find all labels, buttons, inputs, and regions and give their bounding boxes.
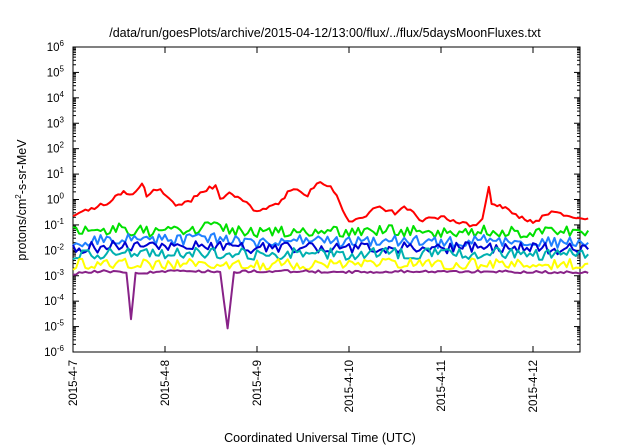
y-tick-label: 104 — [47, 90, 65, 105]
y-tick-label: 10-4 — [44, 293, 64, 308]
y-tick-label: 103 — [47, 115, 65, 130]
x-tick-label: 2015-4-10 — [344, 360, 356, 412]
x-tick-label: 2015-4-12 — [528, 360, 540, 412]
y-tick-label: 105 — [47, 64, 65, 79]
y-tick-label: 100 — [47, 192, 65, 207]
x-axis: 2015-4-7 2015-4-8 2015-4-9 2015-4-10 2015-4-… — [68, 47, 540, 412]
x-tick-label: 2015-4-8 — [160, 360, 172, 406]
y-tick-label: 106 — [47, 39, 65, 54]
series-layer — [72, 181, 590, 330]
y-tick-label: 10-3 — [44, 268, 64, 283]
plot-area: 10-6 10-5 10-4 10-3 10-2 10-1 100 101 102 103 104 1… — [44, 39, 590, 412]
y-axis: 10-6 10-5 10-4 10-3 10-2 10-1 100 101 102 103 104 1… — [44, 39, 580, 359]
plot-frame — [72, 46, 581, 353]
x-axis-label: Coordinated Universal Time (UTC) — [224, 431, 416, 445]
series-line-7 — [72, 269, 589, 330]
chart-title: /data/run/goesPlots/archive/2015-04-12/1… — [109, 26, 541, 40]
series-line-3 — [72, 232, 589, 249]
x-tick-label: 2015-4-11 — [436, 360, 448, 412]
y-tick-label: 10-1 — [44, 217, 64, 232]
series-line-1 — [72, 181, 589, 228]
y-tick-label: 10-2 — [44, 242, 64, 257]
series-line-6 — [72, 257, 589, 271]
y-tick-label: 101 — [47, 166, 65, 181]
y-tick-label: 10-6 — [44, 344, 64, 359]
y-tick-label: 10-5 — [44, 319, 64, 334]
x-tick-label: 2015-4-7 — [68, 360, 80, 406]
y-axis-label: protons/cm2-s-sr-MeV — [14, 139, 29, 261]
x-tick-label: 2015-4-9 — [252, 360, 264, 406]
y-tick-label: 102 — [47, 141, 65, 156]
series-line-2 — [72, 221, 590, 239]
series-line-5 — [72, 246, 589, 261]
